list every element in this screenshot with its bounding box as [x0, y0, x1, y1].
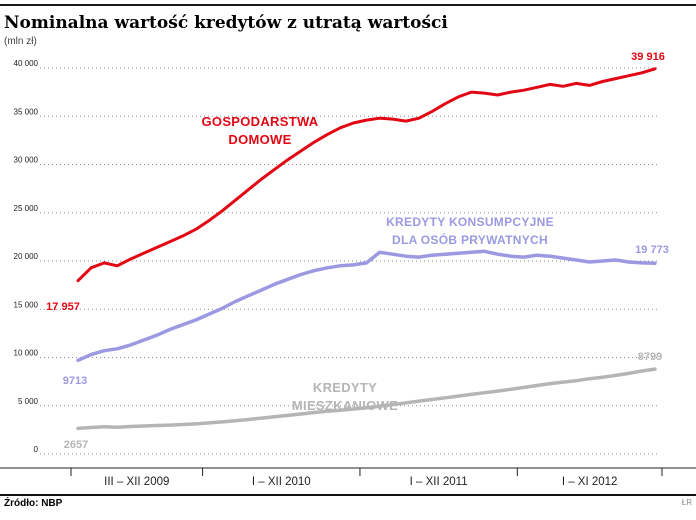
x-axis-label: I – XII 2010 [252, 476, 311, 488]
series-end-value: 39 916 [631, 51, 665, 63]
series-start-value: 2657 [64, 439, 88, 451]
y-tick-label: 25 000 [14, 204, 39, 213]
series-end-value: 19 773 [635, 244, 669, 256]
series-end-value: 8799 [638, 351, 662, 363]
series-line-2 [76, 249, 657, 363]
y-tick-label: 20 000 [14, 252, 39, 261]
y-tick-label: 5 000 [18, 397, 39, 406]
series-start-value: 9713 [63, 375, 87, 387]
top-rule [0, 4, 696, 6]
series-line-1 [76, 67, 657, 283]
series-label: MIESZKANIOWE [292, 398, 398, 413]
y-tick-label: 35 000 [14, 107, 39, 116]
source-label: Źródło: NBP [4, 498, 63, 509]
y-tick-label: 30 000 [14, 156, 39, 165]
series-label: KREDYTY KONSUMPCYJNE [386, 215, 554, 229]
y-tick-label: 40 000 [14, 59, 39, 68]
x-axis-label: I – XII 2011 [410, 476, 468, 488]
series-start-value: 17 957 [46, 301, 80, 313]
credit-label: ŁR [681, 498, 692, 507]
series-label: KREDYTY [313, 380, 377, 395]
y-tick-label: 10 000 [14, 349, 39, 358]
x-axis-label: III – XII 2009 [104, 476, 169, 488]
series-line-3 [76, 367, 657, 431]
infographic: Nominalna wartość kredytów z utratą wart… [0, 4, 696, 509]
y-tick-label: 15 000 [14, 300, 39, 309]
x-axis-label: I – XI 2012 [562, 476, 618, 488]
series-label: DLA OSÓB PRYWATNYCH [392, 232, 548, 247]
axis-unit-label: (mln zł) [4, 36, 37, 47]
y-tick-label: 0 [34, 445, 39, 454]
footer: Źródło: NBP ŁR [0, 494, 696, 509]
line-chart: 0 5 000 10 000 15 000 20 000 25 000 30 000 35 0… [0, 48, 696, 494]
series-label: DOMOWE [228, 132, 291, 147]
chart-canvas: 0 5 000 10 000 15 000 20 000 25 000 30 000 35 0… [0, 51, 696, 488]
series-label: GOSPODARSTWA [202, 114, 319, 129]
chart-title: Nominalna wartość kredytów z utratą wart… [4, 13, 448, 33]
